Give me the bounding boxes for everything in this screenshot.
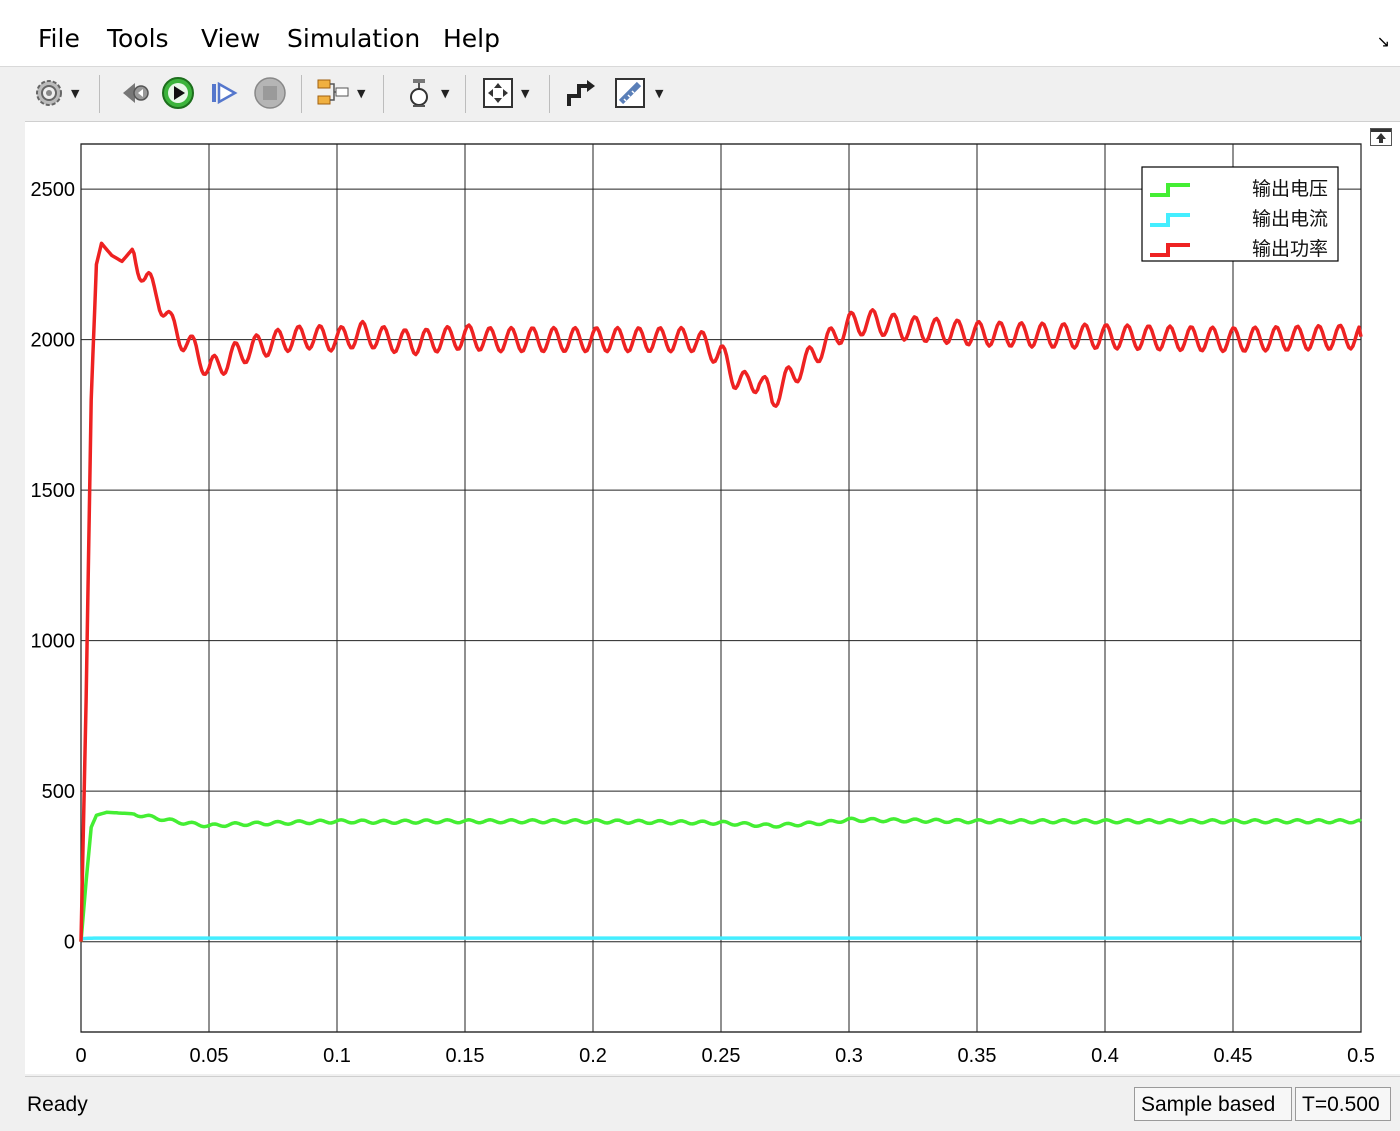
y-tick-label: 2500	[31, 179, 76, 201]
measure-button[interactable]: ▼	[613, 75, 663, 111]
x-tick-label: 0.3	[835, 1045, 863, 1067]
legend-swatch	[1150, 183, 1190, 197]
chevron-down-icon[interactable]: ▼	[441, 86, 450, 100]
legend-label: 输出功率	[1252, 238, 1328, 260]
x-tick-label: 0.45	[1214, 1045, 1253, 1067]
legend-swatch	[1150, 213, 1190, 227]
step-back-button[interactable]	[117, 75, 151, 111]
menu-simulation[interactable]: Simulation	[287, 24, 421, 53]
step-forward-icon	[212, 81, 238, 105]
menu-tools[interactable]: Tools	[107, 24, 169, 53]
series-line-3	[79, 241, 1363, 942]
scope-display: 0 0.05 0.1 0.15 0.2 0.25 0.3 0.35 0.4 0.45 0.5 0 500…	[25, 122, 1400, 1074]
series-line-1	[79, 810, 1362, 942]
settings-button[interactable]: ▼	[33, 75, 79, 111]
style-button[interactable]	[565, 75, 597, 111]
x-tick-label: 0.5	[1347, 1045, 1375, 1067]
menu-bar: File Tools View Simulation Help ↘	[0, 0, 1400, 67]
toolbar: ▼ ▼	[25, 67, 1400, 122]
zoom-icon	[410, 79, 428, 107]
menu-file[interactable]: File	[38, 24, 80, 53]
scope-plot[interactable]: 0 0.05 0.1 0.15 0.2 0.25 0.3 0.35 0.4 0.45 0.5 0 500…	[25, 122, 1400, 1074]
x-tick-label: 0.1	[323, 1045, 351, 1067]
sample-mode-badge: Sample based	[1134, 1087, 1292, 1121]
x-tick-label: 0.25	[702, 1045, 741, 1067]
gear-icon	[36, 80, 62, 106]
status-text: Ready	[27, 1093, 88, 1116]
legend-label: 输出电流	[1252, 208, 1328, 230]
signal-select-icon	[317, 79, 349, 105]
status-bar: Ready Sample based T=0.500	[25, 1076, 1400, 1131]
y-tick-label: 1000	[31, 631, 76, 653]
y-tick-label: 500	[42, 781, 75, 803]
chevron-down-icon[interactable]: ▼	[71, 86, 80, 100]
signal-select-button[interactable]: ▼	[315, 75, 365, 111]
sim-time-badge: T=0.500	[1295, 1087, 1391, 1121]
run-icon	[162, 77, 194, 109]
dock-arrow-icon[interactable]: ↘	[1376, 32, 1390, 51]
zoom-button[interactable]: ▼	[403, 75, 449, 111]
x-tick-label: 0.35	[958, 1045, 997, 1067]
y-tick-label: 1500	[31, 480, 76, 502]
legend-label: 输出电压	[1252, 178, 1328, 200]
step-back-icon	[123, 83, 149, 103]
x-tick-label: 0.4	[1091, 1045, 1119, 1067]
y-tick-label: 2000	[31, 330, 76, 352]
style-icon	[567, 80, 595, 106]
x-tick-label: 0.2	[579, 1045, 607, 1067]
stop-icon	[254, 77, 286, 109]
chevron-down-icon[interactable]: ▼	[521, 86, 530, 100]
y-tick-label: 0	[64, 932, 75, 954]
measure-icon	[615, 78, 645, 108]
legend-swatch	[1150, 243, 1190, 257]
fit-to-view-button[interactable]: ▼	[481, 75, 529, 111]
menu-view[interactable]: View	[201, 24, 261, 53]
x-tick-label: 0	[75, 1045, 86, 1067]
step-forward-button[interactable]	[207, 75, 241, 111]
series-line-2	[80, 936, 1361, 941]
undock-icon[interactable]	[1370, 128, 1392, 146]
run-button[interactable]	[161, 75, 195, 111]
stop-button[interactable]	[253, 75, 287, 111]
chevron-down-icon[interactable]: ▼	[357, 86, 366, 100]
x-tick-label: 0.15	[446, 1045, 485, 1067]
x-tick-label: 0.05	[190, 1045, 229, 1067]
menu-help[interactable]: Help	[443, 24, 500, 53]
fit-icon	[483, 78, 513, 108]
chevron-down-icon[interactable]: ▼	[655, 86, 664, 100]
